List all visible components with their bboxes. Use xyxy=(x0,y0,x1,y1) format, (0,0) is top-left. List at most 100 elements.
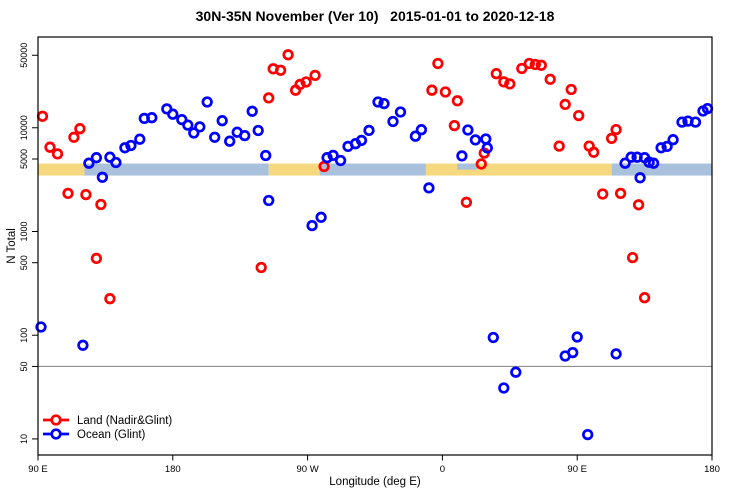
x-tick-label: 0 xyxy=(440,464,445,475)
land-point xyxy=(255,261,267,274)
x-axis: 90 E 180 90 W 0 90 E 180 xyxy=(28,455,720,475)
ocean-point xyxy=(409,130,422,142)
land-point xyxy=(565,83,577,96)
ocean-point xyxy=(77,339,89,351)
land-point xyxy=(300,76,312,88)
x-axis-title: Longitude (deg E) xyxy=(329,476,421,488)
land-point xyxy=(448,119,461,132)
land-point xyxy=(51,148,64,160)
plot-border xyxy=(37,36,713,456)
land-point xyxy=(104,293,116,305)
coast-band-group xyxy=(38,163,712,176)
land-point xyxy=(638,292,651,304)
ocean-point xyxy=(415,124,428,136)
ocean-point xyxy=(167,108,179,120)
land-point xyxy=(68,131,80,143)
ocean-point xyxy=(260,149,272,162)
land-point xyxy=(610,123,622,136)
land-point xyxy=(80,188,92,201)
land-point xyxy=(523,57,535,70)
ocean-point xyxy=(469,134,482,146)
plot-frame xyxy=(37,36,713,456)
ocean-point xyxy=(209,131,221,143)
ocean-point xyxy=(252,124,264,137)
land-point xyxy=(95,198,107,211)
y-tick-label: 10 xyxy=(19,434,29,444)
ocean-point xyxy=(689,116,702,128)
land-point xyxy=(544,73,556,85)
ocean-point xyxy=(355,134,368,147)
land-point xyxy=(475,158,487,170)
land-point xyxy=(460,196,473,208)
y-tick-label: 100 xyxy=(19,328,29,343)
land-point xyxy=(588,146,600,158)
land-point xyxy=(36,110,49,122)
ocean-point xyxy=(110,156,122,169)
ocean-point xyxy=(90,152,103,164)
ocean-point xyxy=(35,321,47,333)
land-point xyxy=(516,62,528,75)
ocean-point xyxy=(188,127,200,139)
ocean-point xyxy=(201,96,213,108)
x-tick-label: 90 W xyxy=(297,464,319,475)
land-point xyxy=(274,64,287,76)
ocean-point xyxy=(327,149,339,162)
land-point xyxy=(439,86,452,98)
land-point xyxy=(626,251,639,264)
ocean-point xyxy=(487,331,499,344)
ocean-point xyxy=(582,428,594,441)
ocean-point xyxy=(363,124,375,137)
ocean-point xyxy=(263,194,275,207)
ocean-point xyxy=(315,211,327,223)
coast-band-segment-land xyxy=(425,163,612,176)
ocean-point xyxy=(498,382,510,394)
x-tick-label: 180 xyxy=(165,464,181,475)
y-axis: 10 50 100 500 1000 5000 10000 50000 xyxy=(19,43,38,444)
ocean-point xyxy=(481,142,493,154)
land-point xyxy=(535,59,547,71)
land-point xyxy=(62,187,74,200)
ocean-point xyxy=(125,139,137,152)
ocean-point xyxy=(321,152,333,164)
land-point xyxy=(529,58,541,71)
ocean-point xyxy=(423,182,435,194)
ocean-point xyxy=(387,115,399,128)
ocean-point xyxy=(334,154,347,167)
ocean-point xyxy=(378,97,390,110)
coast-band-notch-ocean xyxy=(457,163,477,170)
land-point xyxy=(605,132,618,145)
y-tick-label: 5000 xyxy=(19,149,29,169)
ocean-point xyxy=(182,119,194,131)
ocean-point xyxy=(625,151,637,163)
y-tick-label: 50 xyxy=(19,361,29,371)
y-tick-label: 10000 xyxy=(19,115,29,140)
legend-circle-marker xyxy=(50,414,62,426)
coast-band-segment-ocean xyxy=(84,163,269,176)
x-tick-label: 90 E xyxy=(567,464,587,475)
ocean-point xyxy=(667,134,679,146)
land-point xyxy=(451,95,464,107)
y-tick-label: 1000 xyxy=(19,221,29,241)
land-point xyxy=(498,76,510,88)
y-tick-label: 500 xyxy=(19,255,29,270)
legend: Land (Nadir&Glint) Ocean (Glint) xyxy=(43,414,172,441)
y-tick-label: 50000 xyxy=(19,43,29,68)
land-point xyxy=(614,187,627,200)
land-point xyxy=(573,109,585,122)
ocean-point xyxy=(306,219,318,232)
ocean-point xyxy=(567,346,579,359)
ocean-point xyxy=(619,157,631,169)
land-point xyxy=(426,84,438,96)
coast-band-segment-land xyxy=(268,163,320,176)
land-point xyxy=(504,78,516,90)
ocean-point xyxy=(96,171,109,183)
ocean-point xyxy=(394,106,407,118)
land-point xyxy=(432,57,444,70)
ocean-point xyxy=(655,142,667,154)
land-point xyxy=(553,140,565,152)
coast-band-segment-land xyxy=(38,163,85,176)
ocean-point xyxy=(661,140,673,153)
land-point xyxy=(309,69,321,82)
x-tick-label: 180 xyxy=(704,464,720,475)
